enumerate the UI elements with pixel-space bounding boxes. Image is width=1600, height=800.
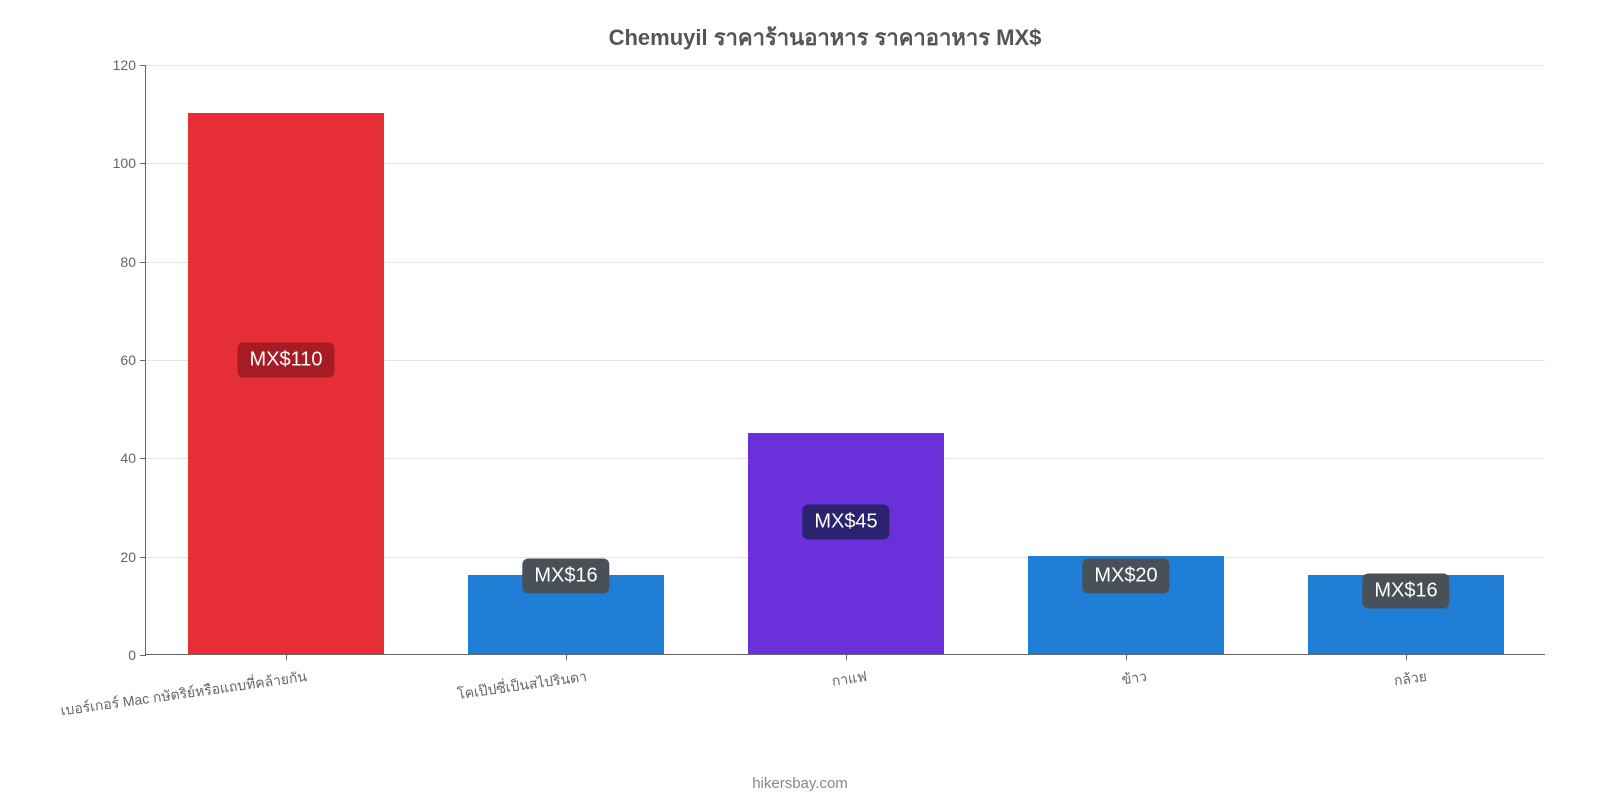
- value-badge: MX$16: [522, 559, 609, 594]
- xtick-label: ข้าว: [1119, 654, 1149, 691]
- ytick-label: 120: [113, 57, 146, 73]
- xtick-label: กาแฟ: [829, 654, 869, 693]
- value-badge: MX$20: [1082, 559, 1169, 594]
- value-badge: MX$45: [802, 505, 889, 540]
- ytick-label: 40: [120, 450, 146, 466]
- ytick-label: 100: [113, 155, 146, 171]
- ytick-label: 60: [120, 352, 146, 368]
- attribution-text: hikersbay.com: [752, 775, 848, 792]
- bar: [748, 433, 944, 654]
- xtick-label: เบอร์เกอร์ Mac กษัตริย์หรือแถบที่คล้ายกั…: [58, 654, 309, 722]
- bar: [188, 113, 384, 654]
- gridline: [146, 65, 1545, 66]
- xtick-label: กล้วย: [1391, 654, 1429, 692]
- ytick-label: 0: [128, 647, 146, 663]
- chart-title: Chemuyil ราคาร้านอาหาร ราคาอาหาร MX$: [95, 20, 1555, 55]
- value-badge: MX$16: [1362, 574, 1449, 609]
- chart-container: Chemuyil ราคาร้านอาหาร ราคาอาหาร MX$ 020…: [95, 20, 1555, 730]
- ytick-label: 20: [120, 549, 146, 565]
- value-badge: MX$110: [237, 343, 334, 378]
- plot-area: 020406080100120เบอร์เกอร์ Mac กษัตริย์หร…: [145, 65, 1545, 655]
- xtick-label: โคเป๊ปซี่เป็นสไปรินดา: [454, 654, 588, 706]
- ytick-label: 80: [120, 254, 146, 270]
